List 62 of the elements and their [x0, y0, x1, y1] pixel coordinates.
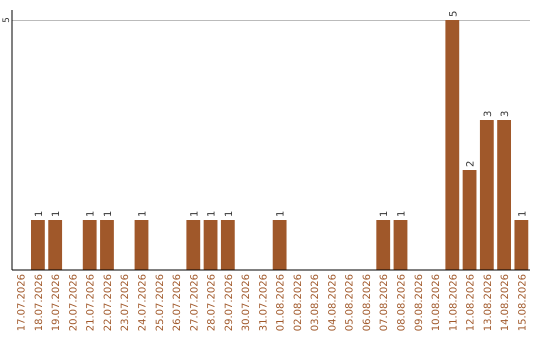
x-tick-label: 14.08.2026 — [500, 274, 512, 332]
x-tick-label: 09.08.2026 — [414, 274, 425, 332]
data-label: 1 — [34, 210, 45, 217]
x-tick-label: 08.08.2026 — [396, 274, 408, 332]
data-label: 1 — [224, 210, 235, 217]
data-label: 1 — [206, 210, 218, 217]
data-label: 1 — [396, 210, 408, 217]
bar — [82, 220, 97, 270]
bar — [220, 220, 235, 270]
bar — [204, 220, 218, 270]
x-tick-label: 28.07.2026 — [206, 274, 218, 332]
x-tick-label: 06.08.2026 — [362, 274, 373, 332]
x-tick-label: 20.07.2026 — [68, 274, 80, 332]
data-label: 2 — [466, 160, 477, 167]
x-tick-label: 24.07.2026 — [138, 274, 148, 332]
data-label: 1 — [102, 210, 114, 217]
x-tick-label: 29.07.2026 — [224, 274, 235, 332]
x-tick-label: 01.08.2026 — [276, 274, 287, 332]
x-tick-label: 10.08.2026 — [431, 274, 442, 332]
bar — [497, 120, 512, 270]
x-tick-label: 21.07.2026 — [86, 274, 97, 332]
bar — [480, 120, 494, 270]
data-label: 1 — [517, 210, 528, 217]
x-tick-label: 04.08.2026 — [327, 274, 338, 332]
bar — [376, 220, 390, 270]
data-label: 1 — [189, 210, 200, 217]
bar — [272, 220, 287, 270]
x-tick-label: 23.07.2026 — [120, 274, 132, 332]
x-tick-label: 07.08.2026 — [379, 274, 390, 332]
x-tick-label: 31.07.2026 — [258, 274, 270, 332]
bar — [514, 220, 528, 270]
data-label: 1 — [86, 210, 97, 217]
bar — [462, 170, 476, 270]
bar — [186, 220, 200, 270]
x-tick-label: 02.08.2026 — [292, 274, 304, 332]
bar — [445, 20, 460, 270]
bar — [134, 220, 148, 270]
data-label: 3 — [482, 110, 494, 117]
x-tick-label: 15.08.2026 — [517, 274, 528, 332]
x-tick-label: 11.08.2026 — [448, 274, 460, 332]
data-label: 1 — [379, 210, 390, 217]
x-tick-label: 19.07.2026 — [51, 274, 62, 332]
x-tick-label: 22.07.2026 — [102, 274, 114, 332]
x-tick-label: 05.08.2026 — [344, 274, 356, 332]
x-tick-label: 27.07.2026 — [189, 274, 200, 332]
bar — [100, 220, 114, 270]
x-tick-label: 25.07.2026 — [154, 274, 166, 332]
bar — [48, 220, 62, 270]
x-tick-label: 18.07.2026 — [34, 274, 45, 332]
data-label: 5 — [448, 10, 460, 17]
data-label: 1 — [276, 210, 287, 217]
x-tick-label: 17.07.2026 — [16, 274, 28, 332]
x-tick-label: 26.07.2026 — [172, 274, 184, 332]
x-tick-label: 03.08.2026 — [310, 274, 322, 332]
x-tick-label: 12.08.2026 — [466, 274, 477, 332]
x-tick-label: 13.08.2026 — [482, 274, 494, 332]
bar — [30, 220, 45, 270]
data-label: 1 — [138, 210, 148, 217]
bar — [394, 220, 408, 270]
data-label: 1 — [51, 210, 62, 217]
data-label: 3 — [500, 110, 512, 117]
x-tick-label: 30.07.2026 — [241, 274, 252, 332]
